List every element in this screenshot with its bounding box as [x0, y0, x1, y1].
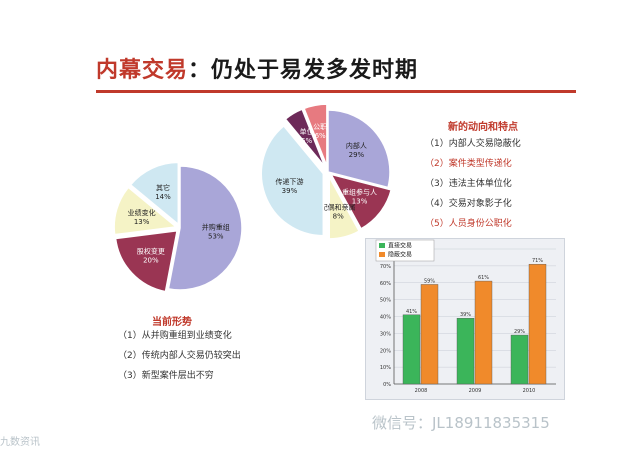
bar-chart: 0%10%20%30%40%50%60%70%80%41%59%200839%6… — [375, 239, 556, 394]
list-item: （3）新型案件层出不穷 — [118, 371, 214, 381]
pie-slice-value: 53% — [208, 232, 224, 240]
legend-label: 直接交易 — [388, 242, 412, 250]
pie-slice-label: 单位 — [300, 127, 314, 136]
pie-slice-label: 其它 — [156, 183, 170, 192]
x-tick-label: 2009 — [469, 388, 482, 394]
list-item: （2）传统内部人交易仍较突出 — [118, 351, 241, 361]
bar — [420, 284, 439, 385]
pie-slice-label: 业绩变化 — [128, 208, 156, 217]
y-tick-label: 40% — [380, 315, 391, 321]
pie-slice-value: 39% — [282, 187, 298, 195]
list-item: （1）内部人交易隐蔽化 — [425, 139, 521, 149]
left-section-heading: 当前形势 — [152, 317, 192, 328]
list-item: （1）从并购重组到业绩变化 — [118, 331, 232, 341]
pie-slice — [114, 229, 179, 293]
x-tick-label: 2008 — [415, 388, 428, 394]
y-tick-label: 70% — [380, 264, 391, 270]
pie-slice-label: 并购重组 — [202, 222, 230, 231]
pie-slice-label: 公职 — [313, 123, 327, 131]
y-tick-label: 50% — [380, 298, 391, 304]
pie-slice — [327, 109, 391, 189]
pie-slice-value: 6% — [315, 132, 326, 140]
pie-slice — [167, 165, 243, 291]
bar — [510, 334, 529, 385]
right-section-list: （1）内部人交易隐蔽化 （2）案件类型传递化 （3）违法主体单位化 （4）交易对… — [425, 134, 521, 234]
brand-mark: 九数资讯 — [0, 437, 40, 448]
pie-slice-label: 内部人 — [346, 141, 367, 150]
bar — [474, 280, 493, 385]
pie-slice-value: 13% — [134, 218, 150, 226]
pie-slice-label: 传递下游 — [275, 177, 303, 186]
legend-swatch — [379, 252, 385, 257]
pie-slice-value: 29% — [349, 151, 365, 159]
bar — [528, 263, 547, 385]
bar-data-label: 61% — [478, 275, 489, 281]
pie-slice — [260, 124, 325, 237]
pie-slice — [129, 161, 180, 226]
list-item: （3）违法主体单位化 — [425, 179, 512, 189]
pie-slice — [329, 173, 393, 230]
list-item: （4）交易对象影子化 — [425, 199, 512, 209]
legend-swatch — [379, 243, 385, 248]
bar-chart-panel: 0%10%20%30%40%50%60%70%80%41%59%200839%6… — [365, 238, 565, 400]
pie-slice — [328, 176, 361, 240]
list-item: （2）案件类型传递化 — [425, 159, 512, 169]
bar-data-label: 71% — [532, 258, 543, 264]
pie-slice — [303, 103, 328, 167]
pie-slice-value: 8% — [333, 213, 344, 221]
bar-data-label: 29% — [514, 329, 525, 335]
pie-slice-label: 股权变更 — [137, 246, 165, 255]
pie-slice-value: 14% — [155, 193, 171, 201]
left-section-list: （1）从并购重组到业绩变化 （2）传统内部人交易仍较突出 （3）新型案件层出不穷 — [118, 326, 241, 386]
pie-slice-label: 配偶和亲属 — [321, 203, 356, 212]
bar — [402, 314, 421, 385]
title-underline — [96, 90, 576, 93]
slide-title-rest: ：仍处于易发多发时期 — [188, 58, 419, 83]
bar-data-label: 39% — [460, 312, 471, 318]
slide-title: 内幕交易：仍处于易发多发时期 — [96, 52, 418, 84]
slide-title-highlight: 内幕交易 — [96, 58, 189, 83]
legend-label: 隐蔽交易 — [388, 251, 412, 259]
pie-slice-value: 13% — [352, 197, 368, 205]
legend-box — [375, 239, 435, 262]
y-tick-label: 30% — [380, 331, 391, 337]
pie-slice — [113, 186, 178, 236]
bar — [456, 317, 475, 385]
right-section-heading: 新的动向和特点 — [448, 122, 518, 133]
watermark-text: 微信号：JL18911835315 — [372, 414, 550, 432]
bar-data-label: 59% — [424, 278, 435, 284]
y-tick-label: 60% — [380, 281, 391, 287]
pie-slice-label: 重组参与人 — [342, 187, 377, 196]
pie-slice — [284, 108, 326, 168]
pie-slice-value: 5% — [301, 137, 312, 145]
pie-slice-value: 20% — [143, 256, 159, 264]
y-tick-label: 0% — [383, 382, 391, 388]
y-tick-label: 20% — [380, 348, 391, 354]
y-tick-label: 10% — [380, 365, 391, 371]
x-tick-label: 2010 — [523, 388, 536, 394]
list-item: （5）人员身份公职化 — [425, 219, 512, 229]
bar-data-label: 41% — [406, 309, 417, 315]
